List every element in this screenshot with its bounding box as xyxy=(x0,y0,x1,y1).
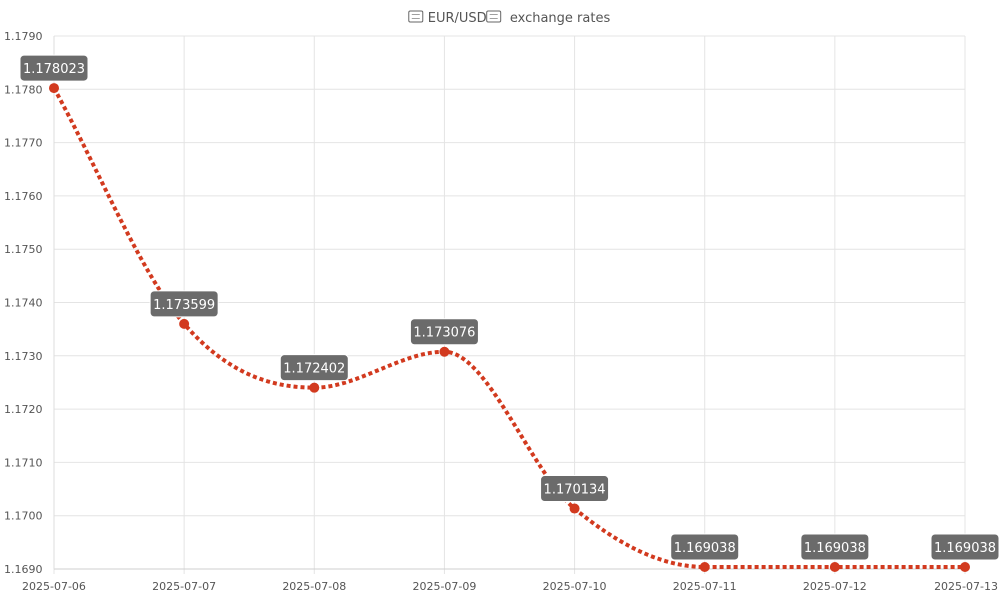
data-label: 1.169038 xyxy=(930,533,1000,561)
data-label-box xyxy=(800,533,870,561)
x-tick-label: 2025-07-09 xyxy=(412,580,476,593)
data-label: 1.173076 xyxy=(409,318,479,346)
x-tick-label: 2025-07-10 xyxy=(543,580,607,593)
data-label: 1.178023 xyxy=(19,54,89,82)
x-tick-label: 2025-07-11 xyxy=(673,580,737,593)
data-label-box xyxy=(670,533,740,561)
data-label-text: 1.170134 xyxy=(544,483,606,498)
data-label: 1.169038 xyxy=(800,533,870,561)
data-point xyxy=(569,503,580,514)
data-label-box xyxy=(19,54,89,82)
us-flag-icon xyxy=(486,10,502,23)
x-tick-label: 2025-07-07 xyxy=(152,580,216,593)
data-label-text: 1.169038 xyxy=(804,541,866,556)
data-label-box xyxy=(930,533,1000,561)
data-point xyxy=(309,382,320,393)
data-point xyxy=(829,561,840,572)
y-tick-label: 1.1760 xyxy=(4,190,43,203)
x-tick-label: 2025-07-13 xyxy=(934,580,998,593)
data-label: 1.172402 xyxy=(279,354,349,382)
data-label-text: 1.178023 xyxy=(23,62,85,77)
chart-title: EUR/USD exchange rates xyxy=(408,10,611,26)
data-label-box xyxy=(149,290,219,318)
data-point xyxy=(179,318,190,329)
y-tick-label: 1.1780 xyxy=(4,83,43,96)
data-label-box xyxy=(409,318,479,346)
data-labels: 1.178023 1.173599 1.172402 1.173076 1.170134… xyxy=(19,54,1000,561)
data-label-text: 1.172402 xyxy=(283,362,345,377)
data-label-box xyxy=(279,354,349,382)
y-axis-ticks: 1.1690 1.1700 1.1710 1.1720 1.1730 1.1740 1.17… xyxy=(4,30,43,576)
data-label: 1.170134 xyxy=(540,475,610,503)
data-point xyxy=(439,346,450,357)
series-line xyxy=(52,87,965,569)
y-tick-label: 1.1770 xyxy=(4,137,43,150)
chart-title-text: EUR/USD exchange rates xyxy=(428,11,611,26)
y-tick-label: 1.1700 xyxy=(4,510,43,523)
data-label: 1.173599 xyxy=(149,290,219,318)
data-label-box xyxy=(540,475,610,503)
y-tick-label: 1.1740 xyxy=(4,297,43,310)
x-tick-label: 2025-07-06 xyxy=(22,580,86,593)
us-flag-icon-frame xyxy=(486,10,502,23)
data-label-text: 1.169038 xyxy=(934,541,996,556)
y-tick-label: 1.1790 xyxy=(4,30,43,43)
eu-flag-icon-frame xyxy=(408,10,424,23)
grid xyxy=(53,35,966,574)
data-point xyxy=(960,561,970,572)
data-label-text: 1.169038 xyxy=(674,541,736,556)
x-tick-label: 2025-07-08 xyxy=(282,580,346,593)
data-label: 1.169038 xyxy=(670,533,740,561)
data-point xyxy=(699,561,710,572)
y-tick-label: 1.1710 xyxy=(4,456,43,469)
data-point xyxy=(49,83,59,94)
data-label-text: 1.173076 xyxy=(413,326,475,341)
y-tick-label: 1.1730 xyxy=(4,350,43,363)
eu-flag-icon xyxy=(408,10,424,23)
y-tick-label: 1.1690 xyxy=(4,563,43,576)
y-tick-label: 1.1720 xyxy=(4,403,43,416)
y-tick-label: 1.1750 xyxy=(4,243,43,256)
x-axis-ticks: 2025-07-06 2025-07-07 2025-07-08 2025-07-09… xyxy=(22,580,998,593)
series-line-group xyxy=(52,87,965,569)
data-label-text: 1.173599 xyxy=(153,298,215,313)
x-tick-label: 2025-07-12 xyxy=(803,580,867,593)
data-points xyxy=(49,83,970,572)
